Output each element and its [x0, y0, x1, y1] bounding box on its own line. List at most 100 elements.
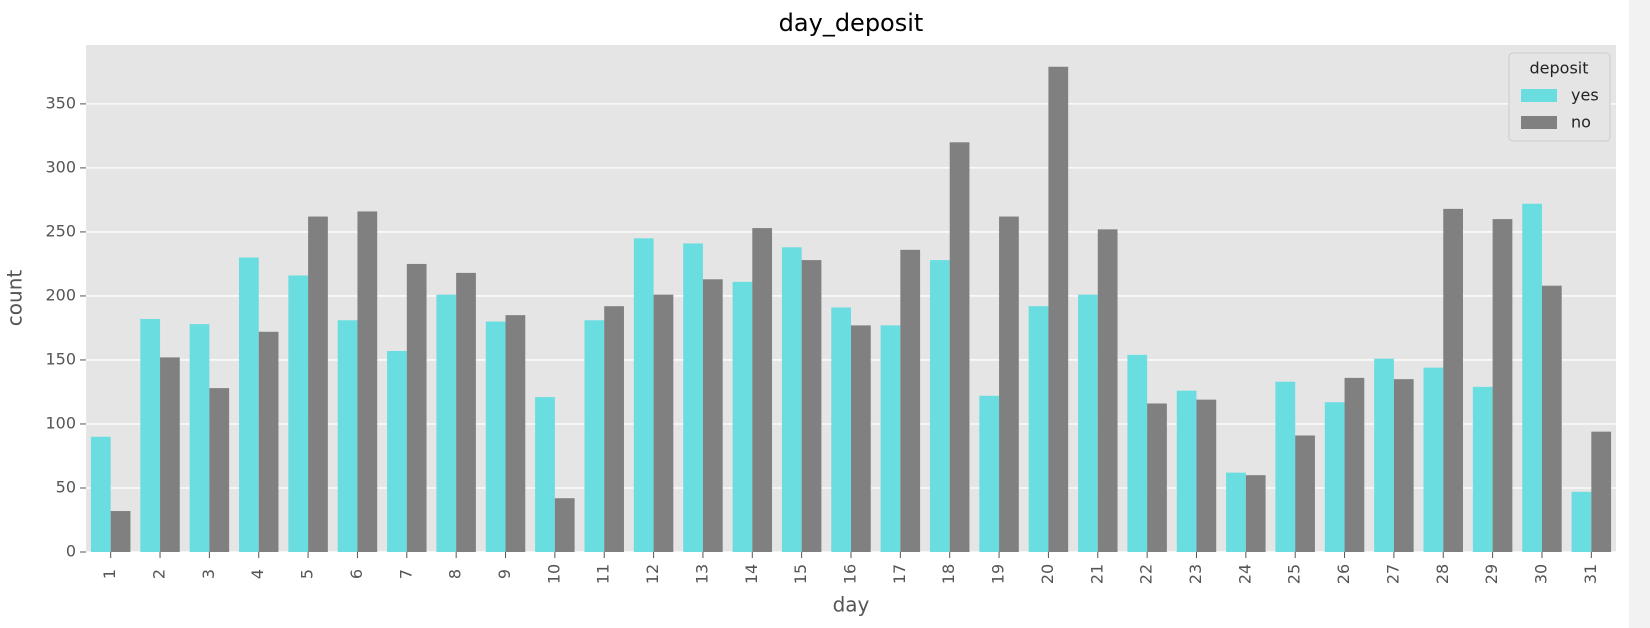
bar — [801, 260, 822, 552]
bar — [929, 260, 950, 552]
x-tick-label: 14 — [742, 564, 761, 584]
bar — [1226, 472, 1246, 552]
legend-swatch — [1521, 116, 1557, 129]
bar — [406, 263, 427, 552]
x-tick-label: 5 — [298, 569, 317, 579]
bar — [90, 436, 111, 552]
x-tick-label: 24 — [1235, 564, 1254, 584]
x-tick-label: 30 — [1531, 564, 1550, 584]
x-tick-label: 22 — [1137, 564, 1156, 584]
bar — [1324, 402, 1345, 552]
bar — [732, 281, 753, 552]
bar — [1275, 381, 1296, 552]
bar — [288, 275, 309, 552]
x-tick-label: 15 — [791, 564, 810, 584]
bar — [781, 247, 802, 552]
x-tick-label: 21 — [1087, 564, 1106, 584]
bar — [633, 238, 654, 553]
bar — [1423, 367, 1444, 552]
bar — [949, 142, 970, 552]
bar — [979, 395, 1000, 552]
bar — [831, 307, 851, 552]
bar — [1522, 203, 1542, 552]
bar — [258, 331, 279, 552]
bar — [1393, 379, 1414, 552]
y-tick-label: 0 — [66, 542, 76, 561]
bar — [1176, 390, 1197, 552]
y-tick-label: 300 — [45, 157, 76, 176]
x-tick-label: 6 — [347, 569, 366, 579]
x-tick-label: 26 — [1334, 564, 1353, 584]
bar — [308, 216, 328, 552]
bar — [604, 306, 624, 552]
bar — [1295, 435, 1315, 552]
x-tick-label: 4 — [248, 569, 267, 579]
x-tick-label: 8 — [446, 569, 465, 579]
x-tick-label: 10 — [544, 564, 563, 584]
bar — [535, 397, 555, 552]
x-tick-label: 13 — [692, 564, 711, 584]
bar — [851, 325, 871, 552]
legend-label: yes — [1571, 86, 1599, 105]
x-tick-label: 27 — [1383, 564, 1402, 584]
x-tick-label: 20 — [1038, 564, 1057, 584]
bar — [1097, 229, 1118, 552]
bar — [387, 350, 407, 552]
y-tick-label: 250 — [45, 221, 76, 240]
scroll-track — [1629, 0, 1650, 628]
chart-title: day_deposit — [779, 9, 924, 37]
x-tick-label: 18 — [939, 564, 958, 584]
x-tick-label: 29 — [1482, 564, 1501, 584]
x-tick-label: 11 — [594, 564, 613, 584]
bar — [900, 249, 921, 552]
bar — [239, 257, 259, 552]
x-tick-label: 16 — [841, 564, 860, 584]
y-tick-label: 350 — [45, 93, 76, 112]
legend-title: deposit — [1530, 59, 1589, 78]
bar — [1147, 403, 1167, 552]
bar — [505, 315, 526, 552]
y-tick-label: 150 — [45, 349, 76, 368]
x-tick-label: 12 — [643, 564, 662, 584]
y-tick-label: 50 — [56, 477, 76, 496]
x-tick-label: 19 — [989, 564, 1008, 584]
bar — [999, 216, 1019, 552]
bar — [584, 320, 605, 552]
bar — [456, 272, 476, 552]
bar — [436, 294, 457, 552]
bar — [683, 243, 703, 553]
bar — [1571, 491, 1592, 552]
bar — [752, 228, 773, 553]
bar — [357, 211, 378, 552]
x-tick-label: 1 — [100, 569, 119, 579]
bar — [1344, 377, 1365, 552]
y-axis-label: count — [3, 270, 27, 327]
bar — [880, 325, 901, 552]
x-tick-label: 3 — [199, 569, 218, 579]
bar — [1028, 306, 1049, 552]
bar — [160, 357, 180, 552]
bar — [110, 511, 131, 552]
x-tick-label: 7 — [396, 569, 415, 579]
bar — [702, 279, 723, 552]
bar — [1492, 219, 1513, 552]
bar — [1443, 208, 1463, 552]
y-tick-label: 200 — [45, 285, 76, 304]
bar — [653, 294, 674, 552]
y-tick-label: 100 — [45, 413, 76, 432]
bar — [1591, 431, 1612, 552]
bar — [1127, 354, 1148, 552]
bar — [485, 321, 506, 552]
x-tick-label: 31 — [1581, 564, 1600, 584]
bar — [1196, 399, 1217, 552]
x-axis-label: day — [833, 593, 870, 617]
bar — [209, 388, 230, 552]
x-tick-label: 9 — [495, 569, 514, 579]
bar — [1078, 294, 1098, 552]
legend-swatch — [1521, 89, 1557, 102]
bar — [140, 318, 161, 552]
bar — [554, 498, 575, 552]
bar — [1245, 475, 1266, 552]
legend-label: no — [1571, 113, 1591, 132]
